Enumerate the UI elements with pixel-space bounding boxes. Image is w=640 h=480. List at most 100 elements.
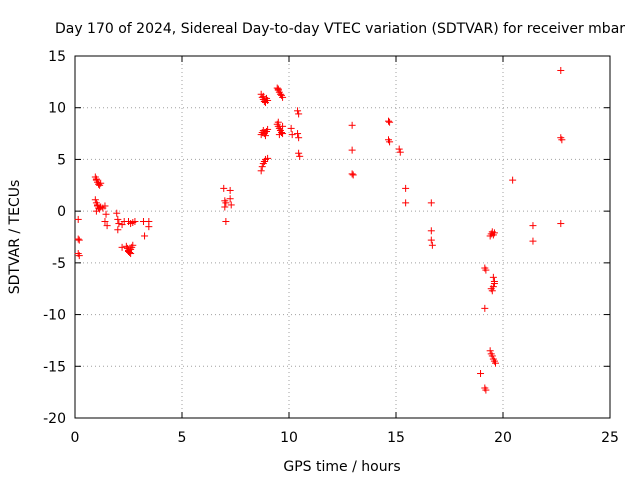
data-point xyxy=(221,203,229,211)
data-point xyxy=(141,232,149,240)
data-point xyxy=(295,134,303,142)
data-point xyxy=(287,124,295,132)
axis-ticks xyxy=(74,55,611,419)
data-point xyxy=(91,196,99,204)
data-point xyxy=(103,222,111,230)
data-point xyxy=(482,386,490,394)
data-point xyxy=(74,215,82,223)
data-point xyxy=(259,92,267,100)
data-point xyxy=(558,136,566,144)
data-point xyxy=(92,175,100,183)
data-point xyxy=(296,152,304,160)
data-point xyxy=(396,148,404,156)
data-point xyxy=(386,118,394,126)
data-point xyxy=(226,195,234,203)
x-axis-tick-labels: 0 5 10 15 20 25 xyxy=(71,430,619,446)
data-point xyxy=(509,176,517,184)
data-point xyxy=(75,236,83,244)
data-point xyxy=(402,184,410,192)
data-point xyxy=(557,220,565,228)
y-tick-label: -20 xyxy=(43,411,66,427)
data-point xyxy=(114,226,122,234)
data-point xyxy=(492,359,500,367)
data-point xyxy=(113,209,121,217)
data-point xyxy=(114,215,122,223)
data-point xyxy=(477,370,485,378)
x-tick-label: 5 xyxy=(178,430,187,446)
y-tick-label: 10 xyxy=(48,101,66,117)
data-point xyxy=(74,235,82,243)
data-point xyxy=(490,280,498,288)
data-point xyxy=(226,186,234,194)
data-point xyxy=(490,229,498,237)
chart-title: Day 170 of 2024, Sidereal Day-to-day VTE… xyxy=(55,21,625,37)
plot-frame xyxy=(74,55,611,419)
data-point xyxy=(486,347,494,355)
data-point xyxy=(220,184,228,192)
data-point xyxy=(129,241,137,249)
data-point xyxy=(279,130,287,138)
data-point xyxy=(92,207,100,215)
data-point xyxy=(222,199,230,207)
y-tick-label: 15 xyxy=(48,49,66,65)
y-tick-label: -5 xyxy=(52,256,66,272)
data-point xyxy=(264,96,272,104)
data-point xyxy=(294,130,302,138)
data-point xyxy=(427,199,435,207)
y-axis-label: SDTVAR / TECUs xyxy=(7,180,23,295)
data-point xyxy=(385,117,393,125)
y-tick-label: -15 xyxy=(43,359,66,375)
data-point xyxy=(428,241,436,249)
data-point xyxy=(488,287,496,295)
data-point xyxy=(258,163,266,171)
data-point xyxy=(529,222,537,230)
grid-lines xyxy=(75,56,610,418)
data-point xyxy=(101,202,109,210)
x-tick-label: 10 xyxy=(280,430,298,446)
x-tick-label: 15 xyxy=(387,430,405,446)
data-point xyxy=(427,236,435,244)
data-point xyxy=(482,266,490,274)
data-point xyxy=(261,132,269,140)
data-point xyxy=(489,283,497,291)
data-point xyxy=(257,167,265,175)
y-tick-label: 0 xyxy=(57,204,66,220)
data-point xyxy=(349,171,357,179)
data-point xyxy=(557,66,565,74)
data-point xyxy=(264,154,272,162)
data-point xyxy=(427,227,435,235)
data-point xyxy=(264,125,272,133)
data-point xyxy=(348,121,356,129)
data-point xyxy=(294,107,302,115)
data-point xyxy=(131,217,139,225)
data-point xyxy=(274,118,282,126)
data-point xyxy=(145,217,153,225)
data-point xyxy=(481,304,489,312)
x-tick-label: 20 xyxy=(494,430,512,446)
data-point xyxy=(348,146,356,154)
data-point xyxy=(127,250,135,258)
data-point xyxy=(227,201,235,209)
data-point xyxy=(222,217,230,225)
data-point xyxy=(75,252,83,260)
y-tick-label: 5 xyxy=(57,152,66,168)
data-point xyxy=(395,145,403,153)
data-point xyxy=(295,149,303,157)
data-point xyxy=(115,220,123,228)
data-point xyxy=(488,352,496,360)
x-tick-label: 0 xyxy=(71,430,80,446)
x-tick-label: 25 xyxy=(601,430,619,446)
data-point xyxy=(126,249,134,257)
data-point xyxy=(402,199,410,207)
data-point xyxy=(259,126,267,134)
data-point xyxy=(102,210,110,218)
data-point xyxy=(279,122,287,130)
data-point xyxy=(489,273,497,281)
data-points xyxy=(74,66,566,394)
data-point xyxy=(386,138,394,146)
data-point xyxy=(348,170,356,178)
y-axis-tick-labels: -20 -15 -10 -5 0 5 10 15 xyxy=(43,49,66,427)
data-point xyxy=(275,131,283,139)
data-point xyxy=(274,85,282,93)
